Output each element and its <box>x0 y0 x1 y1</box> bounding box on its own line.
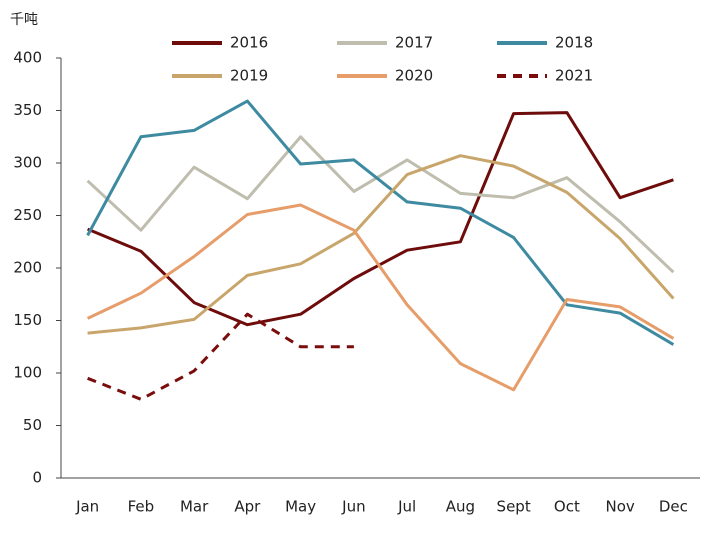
y-tick-label: 250 <box>13 206 42 224</box>
x-tick-label: Jul <box>397 498 416 516</box>
y-tick-label: 400 <box>13 49 42 67</box>
x-tick-label: Oct <box>554 498 580 516</box>
data-line <box>86 203 675 392</box>
y-tick-label: 150 <box>13 311 42 329</box>
y-tick-label: 50 <box>23 416 42 434</box>
legend-label: 2018 <box>555 34 593 52</box>
x-tick-label: Feb <box>128 498 155 516</box>
x-tick-label: Jun <box>341 498 365 516</box>
x-tick-label: Sept <box>497 498 531 516</box>
legend-label: 2016 <box>230 34 268 52</box>
x-tick-label: May <box>285 498 316 516</box>
x-tick-label: Apr <box>234 498 261 516</box>
legend-label: 2020 <box>395 67 433 85</box>
legend-label: 2019 <box>230 67 268 85</box>
data-line <box>86 135 675 274</box>
data-line <box>87 154 675 335</box>
x-tick-label: Jan <box>75 498 99 516</box>
y-tick-label: 300 <box>13 154 42 172</box>
x-tick-label: Aug <box>446 498 475 516</box>
y-tick-label: 0 <box>32 469 42 487</box>
x-tick-label: Nov <box>605 498 634 516</box>
data-line <box>87 111 674 327</box>
x-tick-label: Dec <box>659 498 688 516</box>
y-unit-label: 千吨 <box>10 12 38 28</box>
legend-label: 2017 <box>395 34 433 52</box>
x-tick-label: Mar <box>180 498 209 516</box>
data-line <box>86 99 675 346</box>
y-tick-label: 100 <box>13 364 42 382</box>
legend-label: 2021 <box>555 67 593 85</box>
y-tick-label: 200 <box>13 259 42 277</box>
y-tick-label: 350 <box>13 101 42 119</box>
data-line <box>87 312 354 401</box>
